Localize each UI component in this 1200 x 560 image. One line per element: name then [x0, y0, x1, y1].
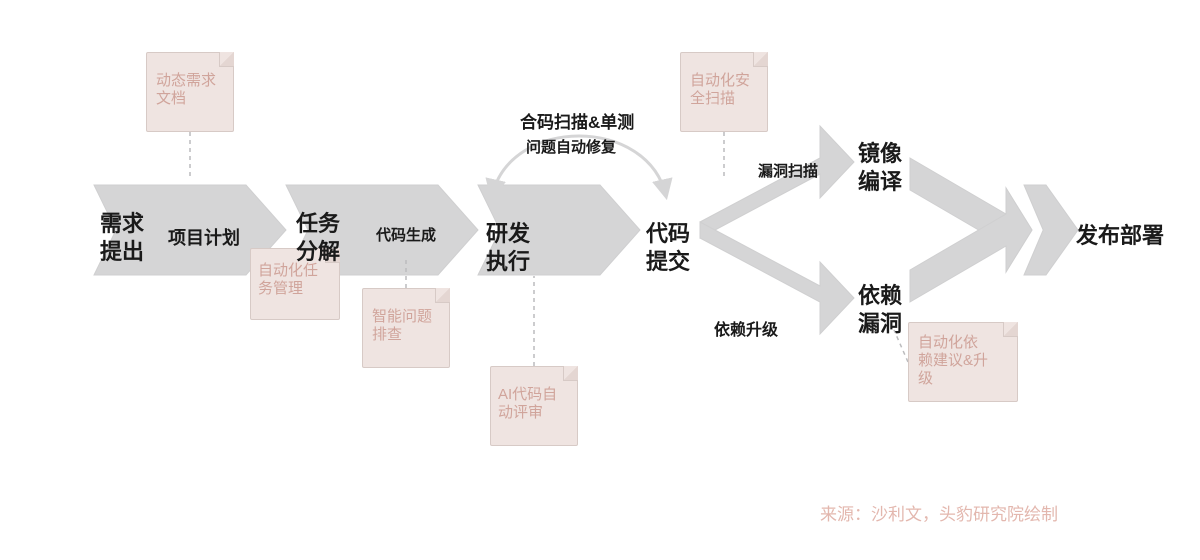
edge-label-e6: 依赖升级 [714, 316, 778, 340]
edge-label-e5: 漏洞扫描 [758, 160, 818, 181]
footer-source: 来源：沙利文，头豹研究院绘制 [820, 500, 1058, 525]
edge-label-e1: 项目计划 [168, 224, 240, 250]
note-text-nb: 自动化任 务管理 [258, 262, 318, 298]
edge-label-e2: 代码生成 [376, 224, 436, 245]
branch-arrow-b_up [700, 126, 854, 238]
main-node-n1: 需求 提出 [100, 210, 144, 265]
note-text-nc: 智能问题 排查 [372, 308, 432, 344]
edge-label-e3: 合码扫描&单测 [520, 108, 634, 133]
main-node-n2: 任务 分解 [296, 210, 340, 265]
main-node-n3: 研发 执行 [486, 220, 530, 275]
main-node-n7: 发布部署 [1076, 222, 1164, 250]
main-node-n4: 代码 提交 [646, 220, 690, 275]
note-text-na: 动态需求 文档 [156, 72, 216, 108]
edge-label-e4: 问题自动修复 [526, 136, 616, 157]
note-text-ne: 自动化安 全扫描 [690, 72, 750, 108]
main-node-n6: 依赖 漏洞 [858, 282, 902, 337]
diagram-stage: 动态需求 文档自动化任 务管理智能问题 排查 AI代码自 动评审 自动化安 全扫描自… [0, 0, 1200, 560]
note-text-nd: AI代码自 动评审 [498, 386, 557, 422]
main-node-n5: 镜像 编译 [858, 140, 902, 195]
note-text-nf: 自动化依 赖建议&升 级 [918, 334, 988, 388]
